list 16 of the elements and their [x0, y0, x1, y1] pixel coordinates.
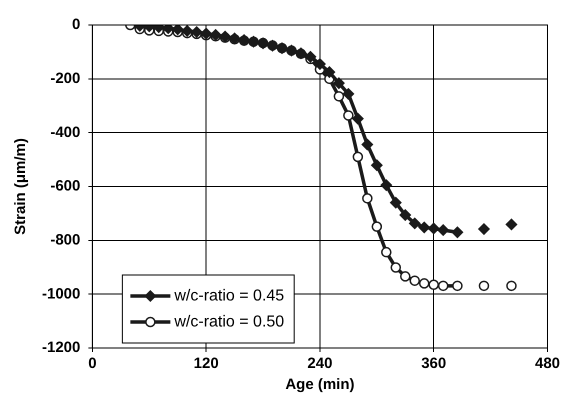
- y-tick-label: -200: [50, 70, 80, 87]
- y-axis-title: Strain (μm/m): [12, 138, 30, 235]
- legend-label: w/c-ratio = 0.50: [173, 313, 284, 330]
- x-tick-label: 0: [88, 355, 97, 372]
- y-tick-label: -600: [50, 178, 80, 195]
- y-tick-label: 0: [72, 16, 80, 34]
- x-tick-label: 120: [194, 355, 219, 372]
- y-tick-label: -400: [50, 124, 80, 141]
- x-tick-label: 240: [307, 355, 332, 372]
- legend-label: w/c-ratio = 0.45: [173, 287, 284, 304]
- x-tick-label: 360: [421, 355, 446, 372]
- y-tick-label: -800: [50, 231, 80, 248]
- y-tick-label: -1200: [42, 339, 80, 356]
- y-tick-label: -1000: [42, 285, 80, 302]
- x-axis-title: Age (min): [285, 376, 355, 394]
- x-tick-label: 480: [534, 355, 560, 372]
